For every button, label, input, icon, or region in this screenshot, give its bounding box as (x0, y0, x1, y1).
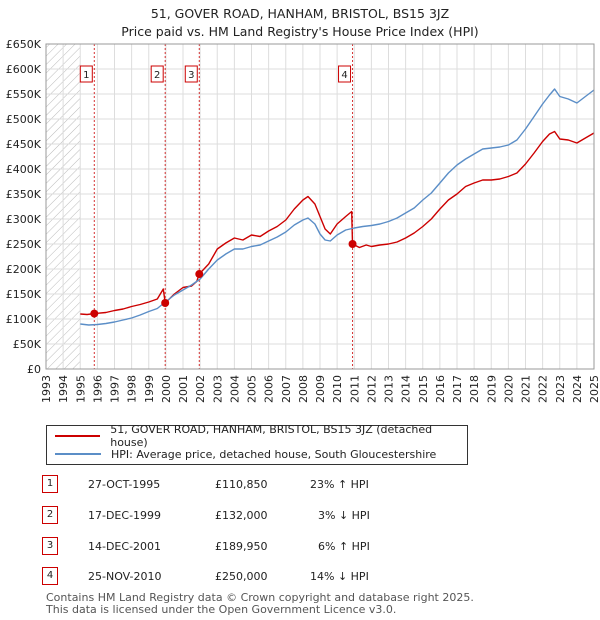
sale-badge: 1 (42, 475, 58, 493)
legend-swatch-hpi (55, 453, 101, 455)
x-tick-label: 2000 (160, 375, 173, 403)
y-tick-label: £50K (13, 338, 42, 351)
price-chart: £0 £50K £100K £150K £200K £250K £300K £350K £400… (6, 38, 600, 403)
y-tick-label: £350K (6, 188, 42, 201)
sale-point (161, 299, 170, 307)
y-tick-label: £450K (6, 138, 42, 151)
x-tick-label: 2020 (502, 375, 515, 403)
x-tick-label: 2003 (211, 375, 224, 403)
x-tick-label: 2022 (537, 375, 550, 403)
x-tick-label: 2009 (314, 375, 327, 403)
x-tick-label: 2005 (246, 375, 259, 403)
x-tick-label: 1993 (40, 375, 53, 403)
sale-row: 2 17-DEC-1999 £132,000 3% ↓ HPI (0, 506, 600, 526)
y-tick-label: £100K (6, 313, 42, 326)
sale-badge: 4 (42, 567, 58, 585)
x-tick-label: 2013 (383, 375, 396, 403)
sale-row: 4 25-NOV-2010 £250,000 14% ↓ HPI (0, 567, 600, 587)
sale-badge: 2 (42, 506, 58, 524)
footer-copyright: Contains HM Land Registry data © Crown c… (46, 591, 474, 604)
y-tick-label: £600K (6, 63, 42, 76)
sale-date: 27-OCT-1995 (88, 478, 161, 491)
x-tick-label: 2010 (331, 375, 344, 403)
x-tick-label: 2024 (571, 375, 584, 403)
x-tick-label: 2004 (228, 375, 241, 403)
sale-marker-label: 1 (83, 70, 89, 81)
sale-point (348, 240, 357, 248)
sale-marker-label: 4 (341, 70, 347, 81)
legend: 51, GOVER ROAD, HANHAM, BRISTOL, BS15 3J… (46, 423, 468, 465)
sale-date: 14-DEC-2001 (88, 540, 162, 553)
x-tick-label: 2023 (554, 375, 567, 403)
sale-price: £250,000 (215, 570, 268, 583)
sale-hpi-diff: 23% ↑ HPI (310, 478, 369, 491)
x-tick-label: 2007 (280, 375, 293, 403)
x-tick-label: 2006 (263, 375, 276, 403)
y-tick-label: £0 (27, 363, 41, 376)
y-tick-label: £500K (6, 113, 42, 126)
legend-swatch-property (55, 435, 101, 437)
sale-marker-label: 3 (188, 70, 194, 81)
plot-border (45, 43, 595, 370)
footer-license: This data is licensed under the Open Gov… (46, 603, 397, 616)
sale-marker-box (184, 65, 198, 83)
chart-subtitle: Price paid vs. HM Land Registry's House … (121, 24, 479, 39)
sale-point (90, 309, 99, 318)
x-tick-label: 1999 (143, 375, 156, 403)
hpi-line (80, 88, 595, 326)
x-tick-label: 2021 (520, 375, 533, 403)
x-tick-label: 2015 (417, 375, 430, 403)
y-tick-label: £650K (6, 38, 42, 51)
x-tick-label: 2012 (365, 375, 378, 403)
y-tick-label: £200K (6, 263, 42, 276)
x-tick-label: 2002 (194, 375, 207, 403)
legend-label-property: 51, GOVER ROAD, HANHAM, BRISTOL, BS15 3J… (110, 423, 433, 449)
y-tick-label: £400K (6, 163, 42, 176)
y-tick-label: £250K (6, 238, 42, 251)
x-tick-label: 2019 (485, 375, 498, 403)
x-tick-label: 2014 (400, 375, 413, 403)
sale-hpi-diff: 3% ↓ HPI (318, 509, 370, 522)
x-tick-label: 2001 (177, 375, 190, 403)
sale-point (195, 270, 204, 279)
sale-marker-box (79, 65, 93, 83)
x-tick-label: 2025 (588, 375, 600, 403)
x-tick-label: 2011 (348, 375, 361, 403)
sale-marker-box (150, 65, 164, 83)
sale-price: £110,850 (215, 478, 268, 491)
sale-date: 17-DEC-1999 (88, 509, 162, 522)
legend-label-hpi: HPI: Average price, detached house, Sout… (111, 447, 437, 461)
x-tick-label: 1996 (91, 375, 104, 403)
y-tick-label: £150K (6, 288, 42, 301)
sale-price: £189,950 (215, 540, 268, 553)
sale-row: 1 27-OCT-1995 £110,850 23% ↑ HPI (0, 475, 600, 495)
x-tick-label: 1994 (57, 375, 70, 403)
x-tick-label: 1998 (126, 375, 139, 403)
legend-item-hpi: HPI: Average price, detached house, Sout… (47, 445, 467, 463)
sale-marker-box (338, 65, 352, 83)
sale-badge: 3 (42, 537, 58, 555)
x-tick-label: 1995 (74, 375, 87, 403)
sale-row: 3 14-DEC-2001 £189,950 6% ↑ HPI (0, 537, 600, 557)
sale-marker-label: 2 (154, 70, 160, 81)
sale-hpi-diff: 6% ↑ HPI (318, 540, 370, 553)
sale-date: 25-NOV-2010 (88, 570, 162, 583)
x-tick-label: 1997 (109, 375, 122, 403)
x-tick-label: 2017 (451, 375, 464, 403)
legend-item-property: 51, GOVER ROAD, HANHAM, BRISTOL, BS15 3J… (47, 423, 467, 449)
sale-price: £132,000 (215, 509, 268, 522)
chart-title: 51, GOVER ROAD, HANHAM, BRISTOL, BS15 3J… (150, 6, 450, 21)
sale-hpi-diff: 14% ↓ HPI (310, 570, 369, 583)
y-tick-label: £300K (6, 213, 42, 226)
x-tick-label: 2018 (468, 375, 481, 403)
y-tick-label: £550K (6, 88, 42, 101)
x-tick-label: 2008 (297, 375, 310, 403)
x-tick-label: 2016 (434, 375, 447, 403)
